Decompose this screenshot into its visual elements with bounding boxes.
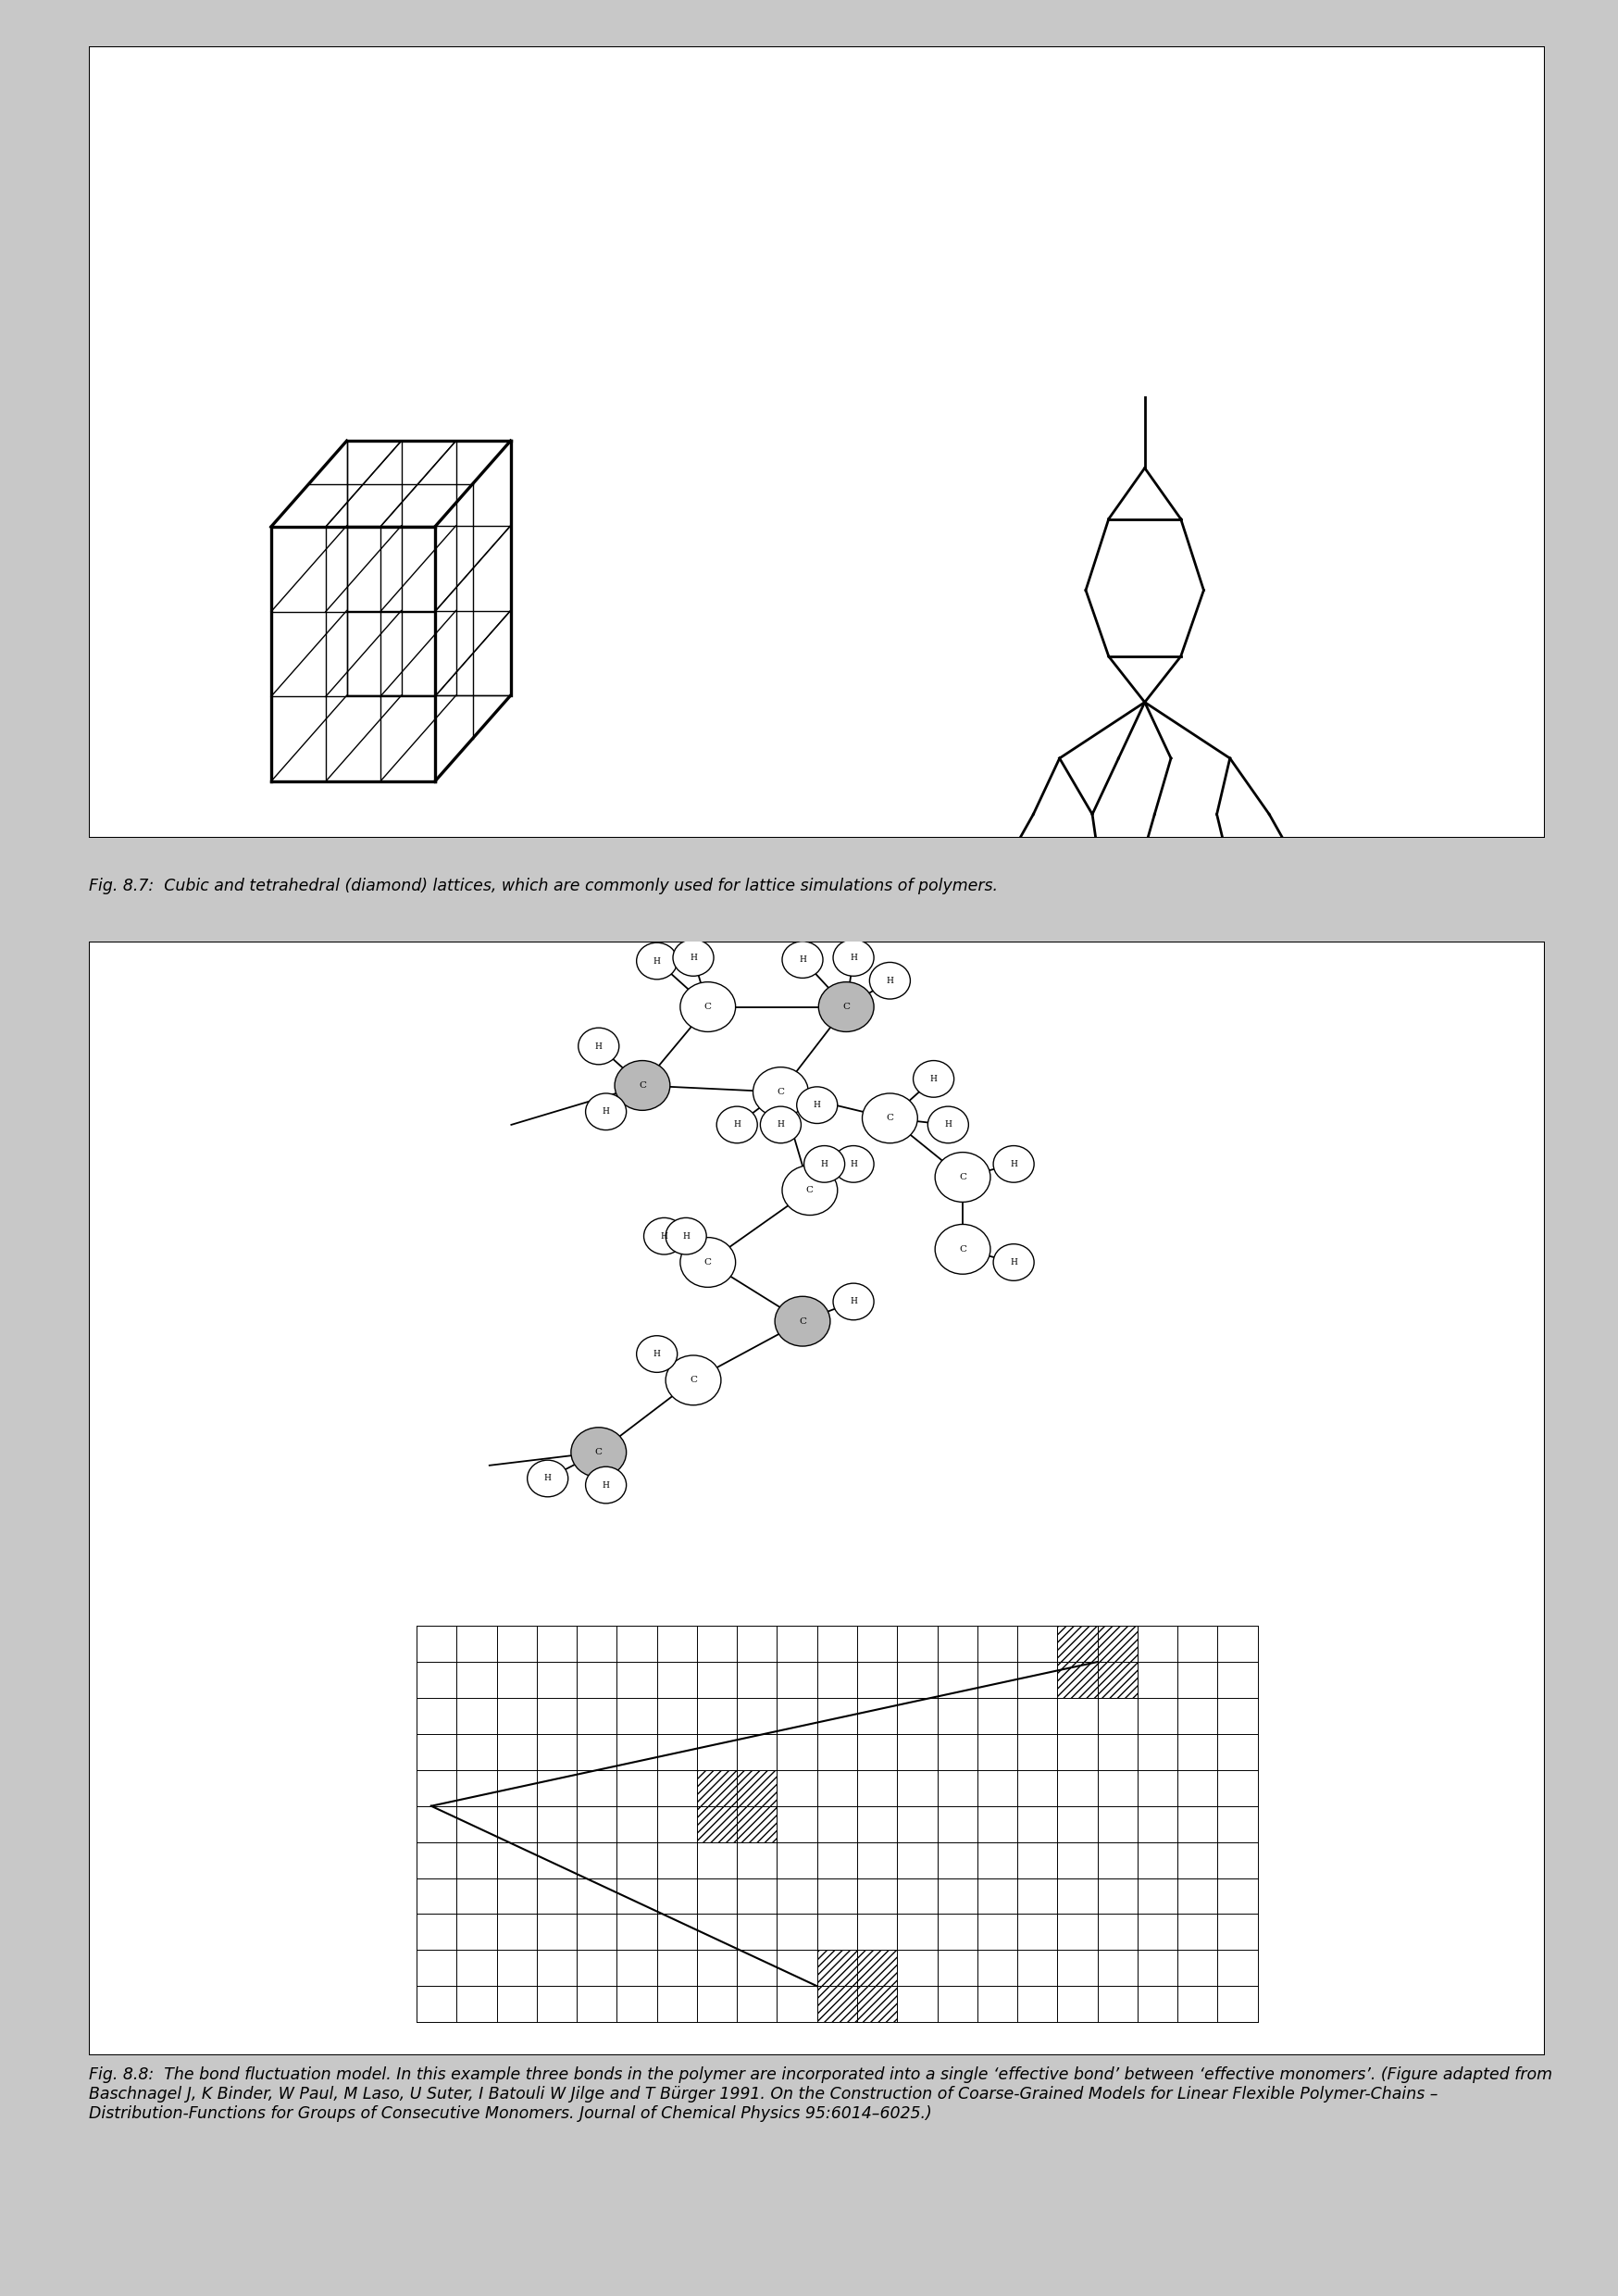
Circle shape: [760, 1107, 801, 1143]
Text: H: H: [654, 1350, 660, 1359]
Text: C: C: [806, 1187, 814, 1194]
Circle shape: [636, 1336, 678, 1373]
Bar: [1097, 1662, 1137, 1699]
Text: H: H: [1010, 1159, 1018, 1169]
Circle shape: [673, 939, 714, 976]
Bar: [738, 1770, 777, 1807]
Text: H: H: [849, 1297, 858, 1306]
Text: C: C: [959, 1173, 966, 1182]
Circle shape: [935, 1224, 990, 1274]
Circle shape: [935, 1153, 990, 1203]
Circle shape: [804, 1146, 845, 1182]
Text: Fig. 8.7:  Cubic and tetrahedral (diamond) lattices, which are commonly used for: Fig. 8.7: Cubic and tetrahedral (diamond…: [89, 877, 998, 895]
Circle shape: [636, 944, 678, 980]
Text: C: C: [959, 1244, 966, 1254]
Text: H: H: [849, 1159, 858, 1169]
Text: H: H: [930, 1075, 937, 1084]
Bar: [1058, 1626, 1097, 1662]
Circle shape: [752, 1068, 809, 1116]
Text: C: C: [639, 1081, 646, 1091]
Circle shape: [796, 1086, 838, 1123]
Text: C: C: [595, 1449, 602, 1456]
Text: H: H: [849, 953, 858, 962]
Circle shape: [586, 1093, 626, 1130]
Circle shape: [680, 983, 736, 1031]
Text: H: H: [945, 1120, 951, 1130]
Text: H: H: [602, 1481, 610, 1490]
Circle shape: [665, 1217, 707, 1254]
Circle shape: [862, 1093, 917, 1143]
Bar: [858, 1949, 898, 1986]
Bar: [817, 1986, 858, 2023]
Text: H: H: [777, 1120, 785, 1130]
Text: Fig. 8.8:  The bond fluctuation model. In this example three bonds in the polyme: Fig. 8.8: The bond fluctuation model. In…: [89, 2066, 1552, 2122]
Bar: [1058, 1662, 1097, 1699]
Bar: [817, 1949, 858, 1986]
Circle shape: [571, 1428, 626, 1476]
Circle shape: [775, 1297, 830, 1345]
Text: C: C: [777, 1088, 785, 1095]
Circle shape: [927, 1107, 969, 1143]
Circle shape: [819, 983, 874, 1031]
Text: H: H: [660, 1233, 668, 1240]
Text: H: H: [683, 1233, 689, 1240]
Circle shape: [869, 962, 911, 999]
Circle shape: [680, 1238, 736, 1288]
Circle shape: [913, 1061, 955, 1097]
Bar: [858, 1986, 898, 2023]
Text: H: H: [820, 1159, 828, 1169]
Text: H: H: [733, 1120, 741, 1130]
Circle shape: [527, 1460, 568, 1497]
Text: H: H: [544, 1474, 552, 1483]
Text: H: H: [1010, 1258, 1018, 1267]
Circle shape: [993, 1244, 1034, 1281]
Text: C: C: [799, 1318, 806, 1325]
Circle shape: [993, 1146, 1034, 1182]
Circle shape: [586, 1467, 626, 1504]
Bar: [697, 1807, 738, 1841]
Circle shape: [644, 1217, 684, 1254]
Circle shape: [781, 941, 824, 978]
Text: H: H: [689, 953, 697, 962]
Circle shape: [717, 1107, 757, 1143]
Text: H: H: [654, 957, 660, 964]
Text: H: H: [887, 976, 893, 985]
Text: H: H: [595, 1042, 602, 1049]
Circle shape: [578, 1029, 620, 1065]
Circle shape: [833, 939, 874, 976]
Bar: [697, 1770, 738, 1807]
Bar: [738, 1807, 777, 1841]
Text: C: C: [704, 1003, 712, 1010]
Bar: [1097, 1626, 1137, 1662]
Circle shape: [833, 1283, 874, 1320]
Circle shape: [781, 1166, 838, 1215]
Text: H: H: [799, 955, 806, 964]
Text: H: H: [602, 1107, 610, 1116]
Circle shape: [615, 1061, 670, 1111]
Circle shape: [833, 1146, 874, 1182]
Circle shape: [665, 1355, 722, 1405]
Text: C: C: [704, 1258, 712, 1267]
Text: C: C: [887, 1114, 893, 1123]
Text: C: C: [689, 1375, 697, 1384]
Text: C: C: [843, 1003, 849, 1010]
Text: H: H: [814, 1102, 820, 1109]
